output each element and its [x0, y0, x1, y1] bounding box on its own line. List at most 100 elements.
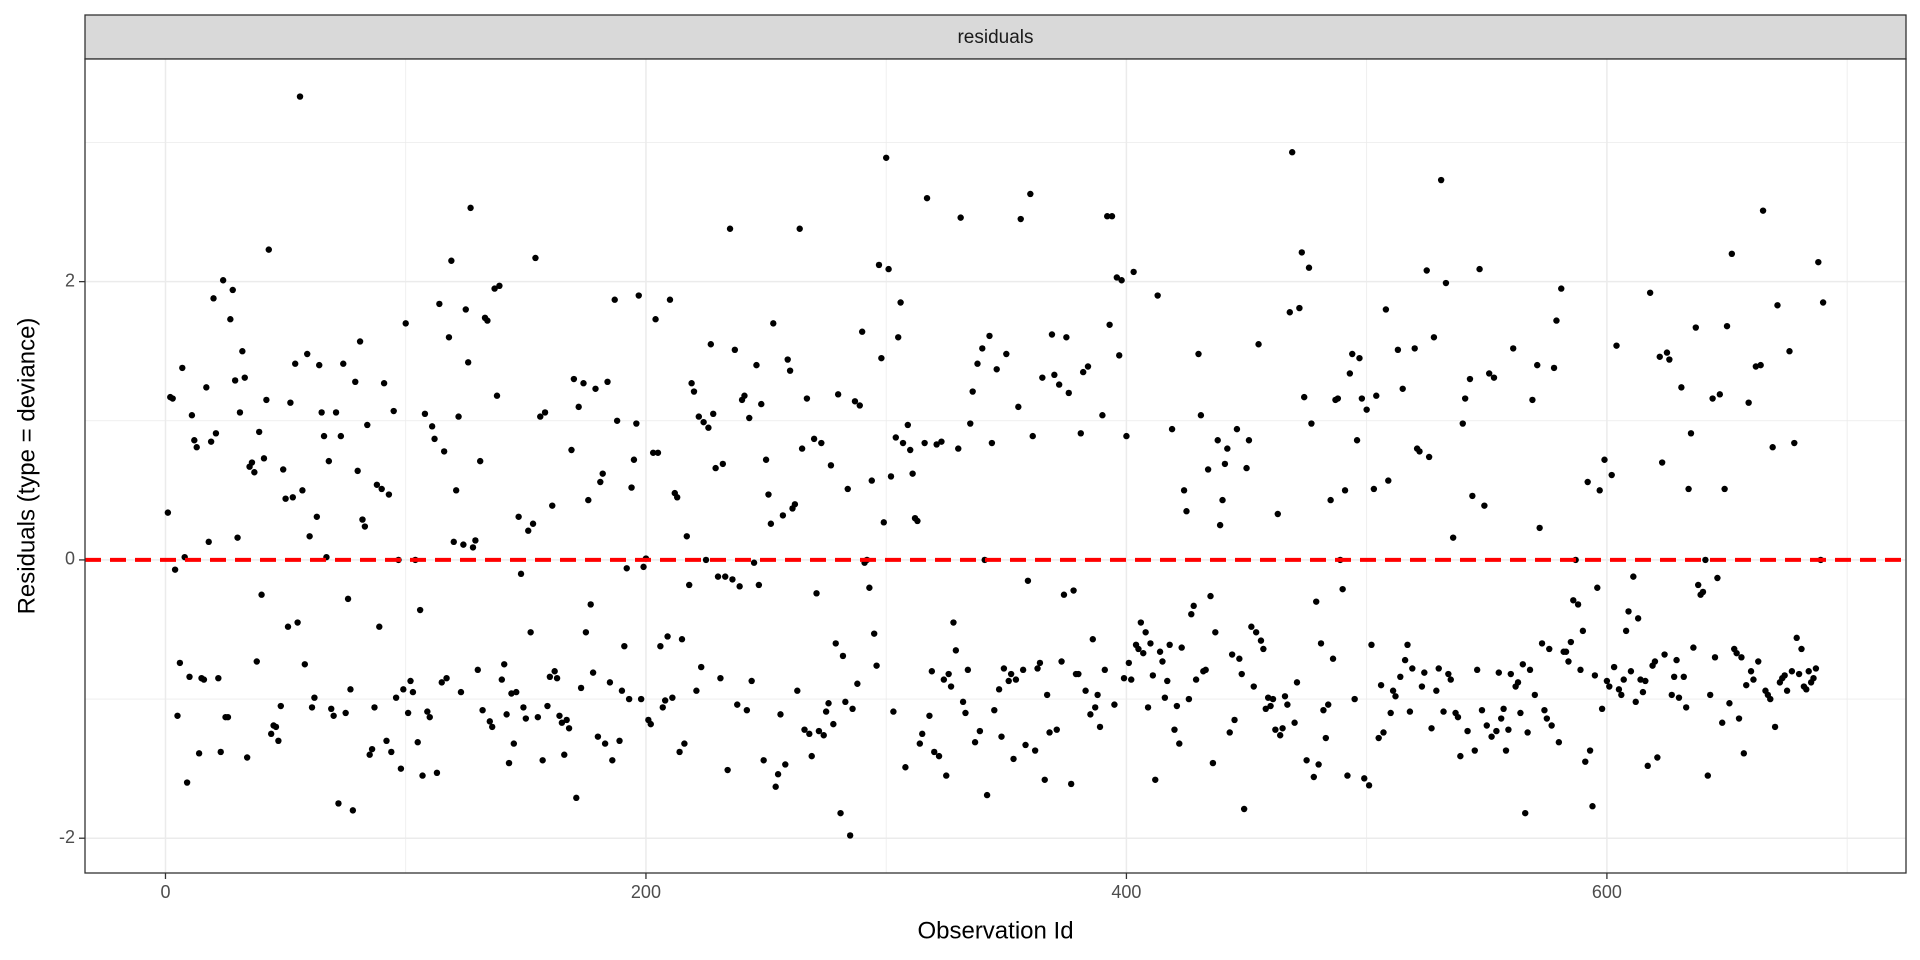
point	[515, 513, 522, 520]
point	[1070, 587, 1077, 594]
point	[1238, 670, 1245, 678]
point	[549, 502, 556, 509]
point	[544, 702, 551, 710]
point	[573, 794, 580, 802]
point	[693, 687, 700, 694]
point	[1625, 608, 1632, 615]
point	[1154, 292, 1161, 299]
point	[1541, 707, 1548, 714]
point	[388, 748, 395, 756]
point	[846, 832, 854, 839]
point	[169, 395, 176, 402]
point	[1457, 752, 1464, 760]
point	[251, 469, 258, 476]
point	[1524, 729, 1531, 736]
point	[1351, 695, 1358, 703]
point	[690, 388, 698, 395]
point	[1005, 677, 1012, 685]
point	[1771, 723, 1779, 731]
point	[1546, 645, 1553, 653]
point	[1082, 687, 1089, 694]
point	[462, 306, 469, 313]
point	[1726, 700, 1733, 707]
point	[1815, 258, 1822, 266]
point	[1733, 649, 1740, 657]
point	[561, 751, 568, 758]
point	[1781, 672, 1788, 679]
point	[1087, 711, 1094, 718]
y-tick-label: 0	[65, 549, 75, 569]
point	[1055, 381, 1063, 388]
point	[1291, 719, 1298, 726]
point	[179, 364, 186, 372]
point	[486, 718, 494, 725]
point	[1224, 445, 1231, 452]
point	[1639, 688, 1647, 696]
point	[1488, 733, 1495, 740]
point	[1135, 645, 1142, 653]
point	[1577, 666, 1584, 674]
point	[931, 748, 938, 756]
point	[1565, 658, 1572, 665]
point	[1627, 668, 1635, 675]
point	[1000, 665, 1008, 672]
point	[501, 661, 508, 668]
point	[940, 676, 948, 683]
point	[219, 277, 227, 284]
point	[1152, 776, 1159, 783]
point	[1442, 279, 1450, 287]
point	[1445, 670, 1452, 678]
point	[1613, 342, 1620, 349]
point	[1485, 370, 1493, 377]
point	[640, 563, 647, 571]
point	[746, 414, 753, 422]
point	[731, 346, 739, 354]
point	[710, 410, 717, 418]
point	[1435, 665, 1442, 672]
point	[834, 391, 842, 398]
point	[707, 341, 715, 348]
point	[810, 435, 818, 443]
point	[1423, 267, 1430, 274]
point	[666, 296, 674, 303]
point	[1404, 641, 1411, 649]
point	[1610, 663, 1618, 671]
point	[892, 434, 900, 441]
point	[952, 647, 960, 654]
point	[193, 444, 200, 451]
point	[1130, 268, 1137, 276]
point	[433, 769, 441, 777]
point	[955, 445, 962, 452]
point	[916, 740, 924, 747]
point	[1209, 759, 1217, 767]
point	[866, 584, 873, 591]
point	[1411, 345, 1418, 352]
point	[292, 360, 299, 367]
point	[431, 435, 438, 443]
point	[1113, 274, 1121, 281]
point	[1440, 708, 1447, 715]
point	[654, 449, 662, 456]
point	[1490, 374, 1498, 381]
point	[1036, 659, 1044, 667]
point	[868, 477, 875, 484]
point	[1089, 636, 1096, 643]
point	[344, 595, 352, 603]
point	[1296, 304, 1303, 312]
point	[1558, 285, 1565, 292]
point	[1260, 645, 1267, 653]
point	[1389, 687, 1397, 694]
point	[1084, 363, 1092, 370]
y-axis-title: Residuals (type = deviance)	[13, 318, 40, 615]
point	[426, 713, 433, 721]
point	[1051, 371, 1058, 379]
point	[436, 300, 443, 308]
point	[1012, 676, 1020, 683]
point	[719, 460, 727, 468]
point	[282, 495, 289, 502]
point	[1216, 521, 1224, 529]
point	[1368, 641, 1375, 649]
point	[1651, 658, 1659, 665]
point	[1719, 719, 1726, 726]
point	[628, 484, 635, 491]
